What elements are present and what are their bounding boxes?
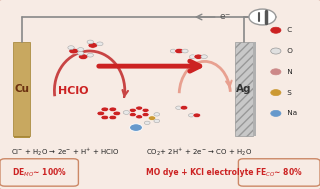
Circle shape xyxy=(154,119,160,123)
Bar xyxy=(253,42,256,136)
Bar xyxy=(14,43,30,138)
Circle shape xyxy=(142,108,149,112)
Circle shape xyxy=(271,27,281,33)
Circle shape xyxy=(77,48,84,51)
Text: Ag: Ag xyxy=(236,84,252,94)
Circle shape xyxy=(142,113,149,117)
Circle shape xyxy=(144,121,150,125)
Circle shape xyxy=(189,55,196,59)
Circle shape xyxy=(113,111,121,116)
Circle shape xyxy=(88,43,98,48)
Circle shape xyxy=(109,107,117,112)
Text: S: S xyxy=(285,90,292,96)
Circle shape xyxy=(109,115,117,120)
Circle shape xyxy=(170,49,177,53)
FancyBboxPatch shape xyxy=(238,159,320,186)
Circle shape xyxy=(130,124,142,131)
Circle shape xyxy=(136,106,143,110)
Text: O: O xyxy=(285,48,293,54)
Circle shape xyxy=(182,49,188,53)
Circle shape xyxy=(154,113,160,116)
Text: Cl$^{-}$ + H$_2$O → 2e$^{-}$ + H$^{+}$ + HClO: Cl$^{-}$ + H$_2$O → 2e$^{-}$ + H$^{+}$ +… xyxy=(11,146,120,158)
Circle shape xyxy=(68,46,74,50)
Circle shape xyxy=(194,54,203,59)
Circle shape xyxy=(101,115,109,120)
Circle shape xyxy=(97,111,105,116)
Text: FE$_{CO}$∼ 80%: FE$_{CO}$∼ 80% xyxy=(255,166,303,179)
Circle shape xyxy=(180,105,188,110)
Circle shape xyxy=(69,48,78,54)
Text: N: N xyxy=(285,69,292,75)
Circle shape xyxy=(271,48,281,54)
Text: HClO: HClO xyxy=(58,86,89,96)
Circle shape xyxy=(188,114,194,117)
Circle shape xyxy=(77,51,84,55)
Circle shape xyxy=(271,90,281,96)
Circle shape xyxy=(249,9,276,25)
Circle shape xyxy=(97,42,103,46)
Circle shape xyxy=(201,55,207,59)
Circle shape xyxy=(123,111,130,114)
Text: MO dye + KCl electrolyte: MO dye + KCl electrolyte xyxy=(146,168,253,177)
Text: Na: Na xyxy=(285,110,297,116)
Circle shape xyxy=(78,54,88,60)
Text: DE$_{MO}$∼ 100%: DE$_{MO}$∼ 100% xyxy=(12,166,67,179)
FancyBboxPatch shape xyxy=(0,159,78,186)
Circle shape xyxy=(271,69,281,75)
Circle shape xyxy=(129,108,136,112)
Text: C: C xyxy=(285,27,292,33)
Circle shape xyxy=(129,113,136,117)
Circle shape xyxy=(136,115,143,119)
Bar xyxy=(13,42,30,136)
Circle shape xyxy=(193,113,201,118)
Text: CO$_2$+ 2H$^{+}$ + 2e$^{-}$ → CO + H$_2$O: CO$_2$+ 2H$^{+}$ + 2e$^{-}$ → CO + H$_2$… xyxy=(146,146,252,158)
Circle shape xyxy=(175,48,184,54)
Bar xyxy=(235,42,253,136)
Text: e$^{-}$: e$^{-}$ xyxy=(219,12,231,22)
Text: Cu: Cu xyxy=(14,84,29,94)
Circle shape xyxy=(271,110,281,116)
Circle shape xyxy=(176,106,181,109)
Circle shape xyxy=(101,107,109,112)
Circle shape xyxy=(87,53,93,57)
Circle shape xyxy=(148,116,156,120)
Circle shape xyxy=(87,40,93,44)
